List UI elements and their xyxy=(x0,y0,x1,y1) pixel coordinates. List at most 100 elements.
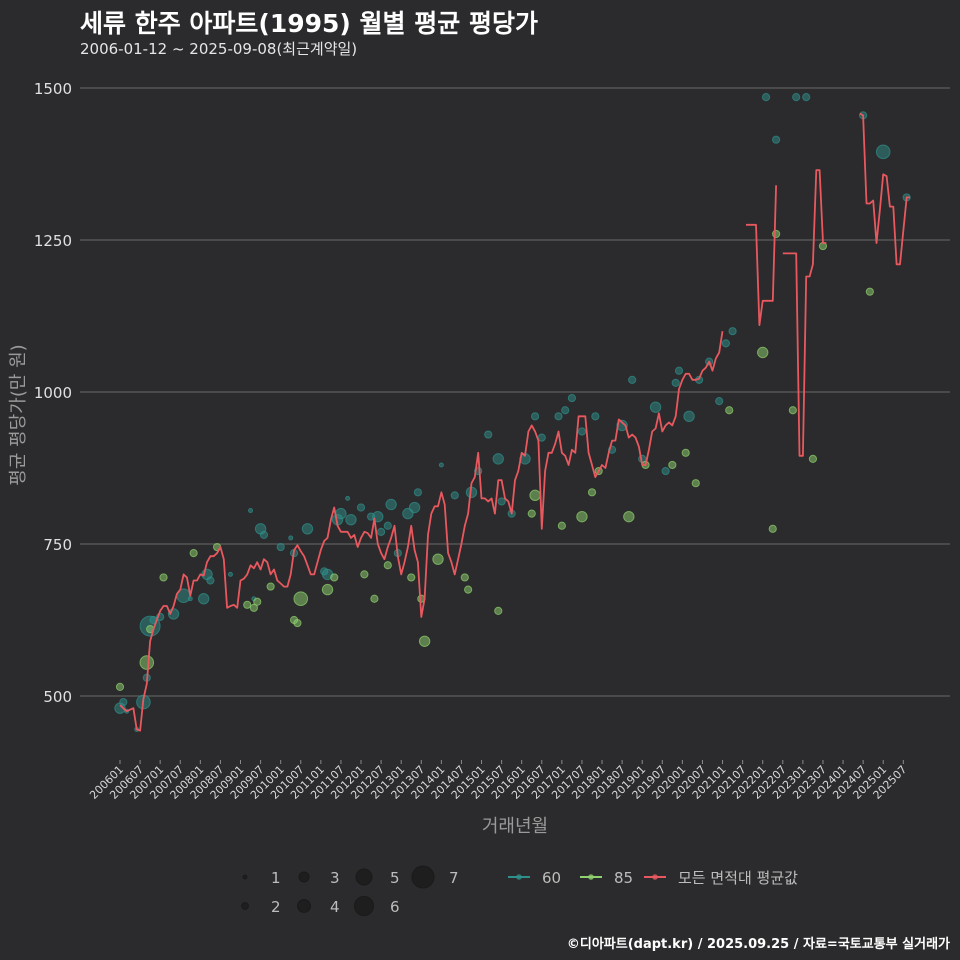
scatter-point-85 xyxy=(725,406,734,415)
scatter-point-85 xyxy=(772,229,781,239)
chart-title: 세류 한주 아파트(1995) 월별 평균 평당가 xyxy=(80,9,538,38)
size-legend-key xyxy=(242,874,248,880)
scatter-point-85 xyxy=(668,460,677,470)
scatter-point-60 xyxy=(413,488,423,497)
scatter-point-60 xyxy=(301,523,314,535)
scatter-point-85 xyxy=(460,573,469,582)
scatter-point-85 xyxy=(383,561,392,570)
scatter-point-60 xyxy=(761,93,771,102)
scatter-point-60 xyxy=(721,339,730,348)
scatter-point-60 xyxy=(577,427,587,436)
size-legend-key xyxy=(298,871,310,883)
scatter-point-60 xyxy=(772,135,781,144)
scatter-point-60 xyxy=(492,453,504,465)
y-tick-label: 1500 xyxy=(34,80,72,98)
size-legend-label: 2 xyxy=(271,898,281,916)
scatter-point-60 xyxy=(616,419,628,432)
series-legend-dot xyxy=(588,874,594,880)
scatter-point-85 xyxy=(330,573,339,582)
scatter-point-85 xyxy=(527,509,536,518)
scatter-point-85 xyxy=(768,524,777,533)
size-legend-key xyxy=(297,899,311,913)
scatter-point-60 xyxy=(197,593,210,605)
x-tick-labels: 2006012006072007012007072008012008072009… xyxy=(87,760,909,802)
scatter-point-85 xyxy=(321,583,334,596)
scatter-point-60 xyxy=(671,378,680,387)
scatter-point-85 xyxy=(293,618,302,628)
scatter-point-60 xyxy=(377,527,386,536)
scatter-point-85 xyxy=(189,549,198,558)
scatter-point-60 xyxy=(628,375,637,384)
scatter-point-60 xyxy=(497,497,506,506)
scatter-point-60 xyxy=(276,542,285,552)
scatter-point-85 xyxy=(139,655,155,670)
scatter-point-85 xyxy=(418,635,431,647)
average-line-segment xyxy=(746,185,777,326)
scatter-point-60 xyxy=(248,508,254,514)
scatter-point-60 xyxy=(450,491,459,500)
scatter-point-85 xyxy=(293,591,309,607)
scatter-point-60 xyxy=(875,144,891,160)
source-caption: ©디아파트(dapt.kr) / 2025.09.25 / 자료=국토교통부 실… xyxy=(566,937,950,952)
scatter-point-60 xyxy=(649,401,662,413)
scatter-point-60 xyxy=(802,93,811,102)
scatter-point-85 xyxy=(464,585,473,594)
series-legend-label: 85 xyxy=(614,869,633,887)
scatter-point-85 xyxy=(865,287,874,296)
scatter-point-85 xyxy=(249,603,258,612)
size-legend-label: 4 xyxy=(330,898,340,916)
y-tick-label: 1000 xyxy=(34,384,72,402)
size-legend-label: 1 xyxy=(271,869,281,887)
series-legend-label: 60 xyxy=(542,869,561,887)
scatter-point-60 xyxy=(288,535,294,541)
size-legend-key xyxy=(354,896,374,916)
scatter-point-60 xyxy=(438,462,444,468)
scatter-point-85 xyxy=(557,521,566,530)
chart-subtitle: 2006-01-12 ~ 2025-09-08(최근계약일) xyxy=(80,40,358,58)
scatter-point-85 xyxy=(432,553,444,565)
legend: 1 2 3 4 5 6 7 60 85 모든 면적대 평균값 xyxy=(241,865,798,916)
series-legend-dot xyxy=(516,874,522,880)
scatter-point-85 xyxy=(623,510,635,523)
scatter-point-85 xyxy=(360,570,369,579)
scatter-point-60 xyxy=(385,498,397,511)
scatter-point-60 xyxy=(674,366,684,375)
scatter-point-60 xyxy=(530,412,540,421)
y-tick-labels: 500 750 1000 1250 1500 xyxy=(34,80,72,706)
scatter-point-85 xyxy=(159,573,168,582)
size-legend-key xyxy=(241,902,249,910)
series-legend-label: 모든 면적대 평균값 xyxy=(678,869,798,887)
scatter-point-85 xyxy=(757,346,769,359)
scatter-point-60 xyxy=(554,412,563,421)
scatter-point-60 xyxy=(567,393,577,403)
scatter-point-60 xyxy=(683,410,695,423)
scatter-point-85 xyxy=(681,448,690,457)
average-line-segment xyxy=(859,112,910,266)
scatter-point-85 xyxy=(253,597,262,606)
scatter-point-60 xyxy=(715,397,724,406)
scatter-point-60 xyxy=(728,327,737,336)
size-legend-key xyxy=(355,868,373,886)
scatter-point-85 xyxy=(808,454,818,463)
scatter-point-60 xyxy=(792,93,801,102)
scatter-point-60 xyxy=(383,521,392,530)
scatter-point-85 xyxy=(370,594,379,603)
average-line-segment xyxy=(782,169,827,457)
scatter-point-60 xyxy=(227,571,233,577)
size-legend-label: 6 xyxy=(390,898,400,916)
scatter-point-60 xyxy=(661,466,670,476)
scatter-point-85 xyxy=(407,573,416,582)
scatter-point-60 xyxy=(484,430,493,439)
scatter-point-60 xyxy=(537,433,546,442)
scatter-point-60 xyxy=(356,503,366,512)
scatter-point-85 xyxy=(243,600,252,609)
scatter-point-85 xyxy=(115,682,125,691)
size-legend-key xyxy=(411,865,435,889)
scatter-point-60 xyxy=(408,501,421,514)
scatter-point-60 xyxy=(119,697,128,707)
scatter-point-60 xyxy=(335,507,347,520)
scatter-point-60 xyxy=(345,495,351,501)
y-axis-label: 평균 평당가(만 원) xyxy=(8,344,29,485)
x-axis-label: 거래년월 xyxy=(482,816,548,837)
